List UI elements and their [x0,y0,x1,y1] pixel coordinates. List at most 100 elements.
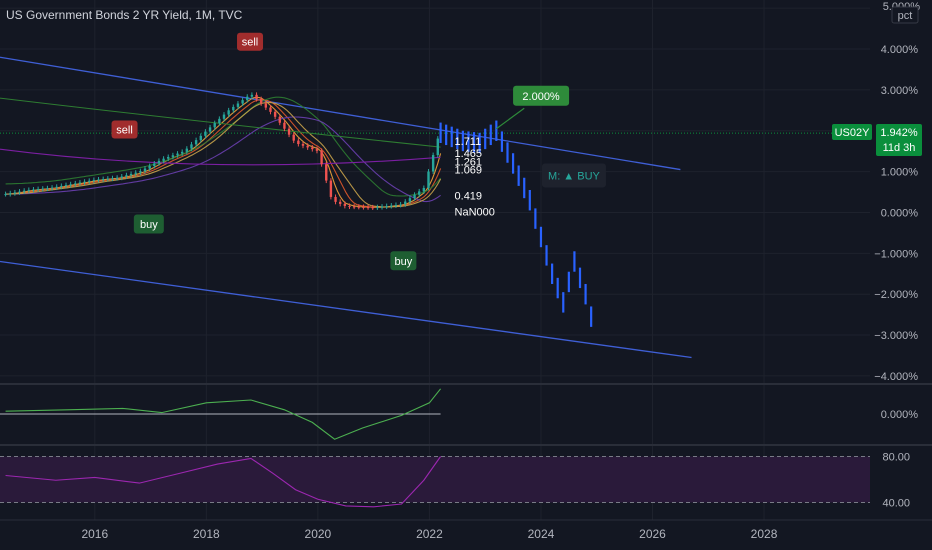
candle-body [338,201,342,204]
candle-body [362,206,365,208]
candle-body [380,206,384,208]
candle-body [264,103,268,108]
candle-body [22,190,26,192]
time-tick-label: 2016 [81,527,108,541]
candle-body [64,185,68,187]
price-axis[interactable]: 5.000%4.000%3.000%2.000%1.000%0.000%−1.0… [832,1,922,510]
candle-body [255,94,258,100]
macd-line [5,388,442,440]
candle-body [218,118,221,124]
buy-label-box [133,214,164,234]
price-candles [4,92,439,210]
ma-value-label: NaN000 [455,207,495,219]
candle-body [315,149,319,151]
time-tick-label: 2022 [416,527,443,541]
channel-upper [0,56,681,171]
candle-body [385,206,388,208]
rsi-tick-label: 80.00 [882,452,910,464]
ma-value-label: 0.419 [455,190,483,202]
candle-body [236,103,240,107]
moving-average-line [0,97,441,148]
moving-average-line [5,101,442,208]
candle-body [311,147,314,150]
macd-pane [0,388,442,440]
candle-body [208,127,212,132]
candle-body [306,145,309,148]
candle-body [9,193,12,195]
candle-body [250,94,254,97]
candle-body [190,144,193,149]
projection-bars [439,120,593,327]
candle-body [394,204,398,206]
price-tick-label: 4.000% [881,44,919,56]
candle-body [241,100,244,104]
time-tick-label: 2020 [305,527,332,541]
target-price-label-box [513,85,570,106]
price-tick-label: −1.000% [874,248,918,260]
channel-lower [0,260,692,359]
candle-body [139,171,142,173]
candle-body [13,192,17,194]
last-price-value: 1.942% [880,127,918,139]
candle-body [162,158,165,161]
symbol-tag-box [832,124,872,140]
candle-body [32,189,35,191]
candle-body [334,196,337,202]
trend-channel [0,56,692,359]
price-tick-label: 1.000% [881,167,919,179]
candle-body [297,140,300,145]
time-tick-label: 2018 [193,527,220,541]
candle-body [417,191,421,195]
rsi-pane [0,456,870,508]
candle-body [427,171,430,188]
buy-label: buy [395,256,413,268]
candle-body [329,180,333,197]
candle-body [171,155,175,157]
target-price-label: 2.000% [522,91,560,103]
candle-body [176,153,179,156]
candle-body [36,189,40,191]
chart-title: US Government Bonds 2 YR Yield, 1M, TVC [6,8,243,22]
moving-average-line [0,148,441,166]
candle-body [74,183,77,185]
candle-body [366,207,370,209]
price-tick-label: −4.000% [874,371,918,383]
candle-body [18,191,21,193]
candle-body [4,194,7,196]
candle-body [287,128,291,135]
candle-body [27,189,31,191]
candle-body [283,122,286,129]
candle-body [371,207,374,209]
candle-body [343,203,347,206]
candle-body [422,187,426,192]
candle-body [404,201,407,205]
candle-body [222,114,226,119]
ma-value-label: 1.261 [455,156,483,168]
unit-label: pct [898,10,913,22]
candle-body [129,173,133,176]
buy-label: buy [140,219,158,231]
candle-body [97,179,100,181]
sell-label: sell [242,37,259,49]
moving-average-line [5,116,441,203]
price-tick-label: 3.000% [881,85,919,97]
candle-body [376,207,379,209]
candle-body [50,187,54,189]
candle-body [246,96,249,101]
time-tick-label: 2024 [528,527,555,541]
candle-body [111,178,114,180]
candle-body [399,204,402,206]
time-axis[interactable]: 2016 2018 2020 2022 2024 2026 2028 [81,527,777,541]
candle-body [273,111,277,117]
candle-body [199,135,202,141]
last-price-countdown: 11d 3h [883,142,916,154]
candle-body [92,179,96,181]
candle-body [194,140,198,145]
candle-body [153,163,156,166]
candle-body [46,188,49,190]
candle-body [60,185,63,187]
grid [0,0,932,521]
candle-body [125,175,128,177]
ma-value-label: 1.711 [455,136,482,148]
